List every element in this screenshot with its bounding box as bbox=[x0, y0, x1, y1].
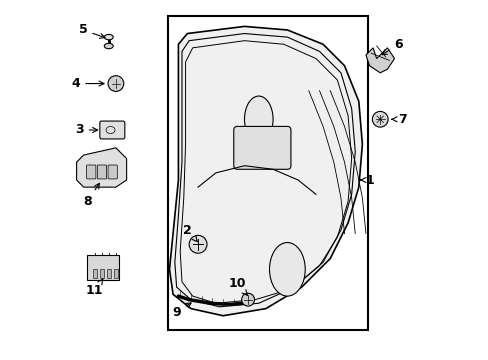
FancyBboxPatch shape bbox=[233, 126, 290, 169]
Bar bbox=[107, 269, 111, 278]
Text: 7: 7 bbox=[391, 113, 406, 126]
Text: 5: 5 bbox=[79, 23, 105, 38]
Polygon shape bbox=[77, 148, 126, 187]
FancyBboxPatch shape bbox=[86, 165, 96, 179]
Circle shape bbox=[372, 111, 387, 127]
Circle shape bbox=[189, 235, 206, 253]
Ellipse shape bbox=[269, 243, 305, 296]
Bar bbox=[114, 269, 118, 278]
FancyBboxPatch shape bbox=[108, 165, 117, 179]
Ellipse shape bbox=[244, 96, 272, 143]
Ellipse shape bbox=[104, 35, 113, 40]
Circle shape bbox=[241, 293, 254, 306]
Bar bbox=[87, 255, 119, 280]
Polygon shape bbox=[365, 48, 394, 73]
Text: 9: 9 bbox=[172, 303, 191, 319]
Polygon shape bbox=[169, 26, 362, 316]
Text: 11: 11 bbox=[85, 279, 103, 297]
FancyBboxPatch shape bbox=[100, 121, 124, 139]
Bar bbox=[93, 269, 97, 278]
FancyBboxPatch shape bbox=[97, 165, 106, 179]
Text: 3: 3 bbox=[75, 123, 98, 136]
Text: 6: 6 bbox=[381, 38, 402, 55]
Ellipse shape bbox=[104, 43, 113, 49]
Bar bbox=[167, 16, 367, 330]
Bar bbox=[100, 269, 104, 278]
Circle shape bbox=[108, 76, 123, 91]
Text: 4: 4 bbox=[71, 77, 104, 90]
Text: 10: 10 bbox=[228, 277, 247, 295]
Text: 1: 1 bbox=[360, 174, 374, 186]
Text: 2: 2 bbox=[183, 224, 197, 242]
Text: 8: 8 bbox=[83, 183, 99, 208]
